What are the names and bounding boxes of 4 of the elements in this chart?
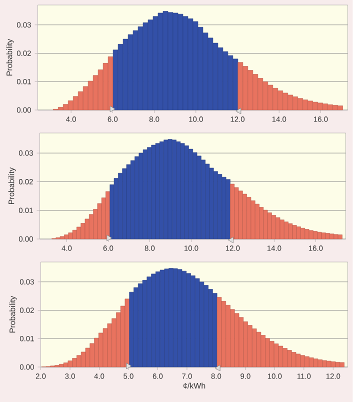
y-axis-title: Probability — [6, 38, 14, 76]
y-axis-title: Probability — [9, 296, 17, 333]
y-axis-title: Probability — [8, 167, 16, 204]
x-axis-title: ¢/kWh — [184, 382, 206, 389]
